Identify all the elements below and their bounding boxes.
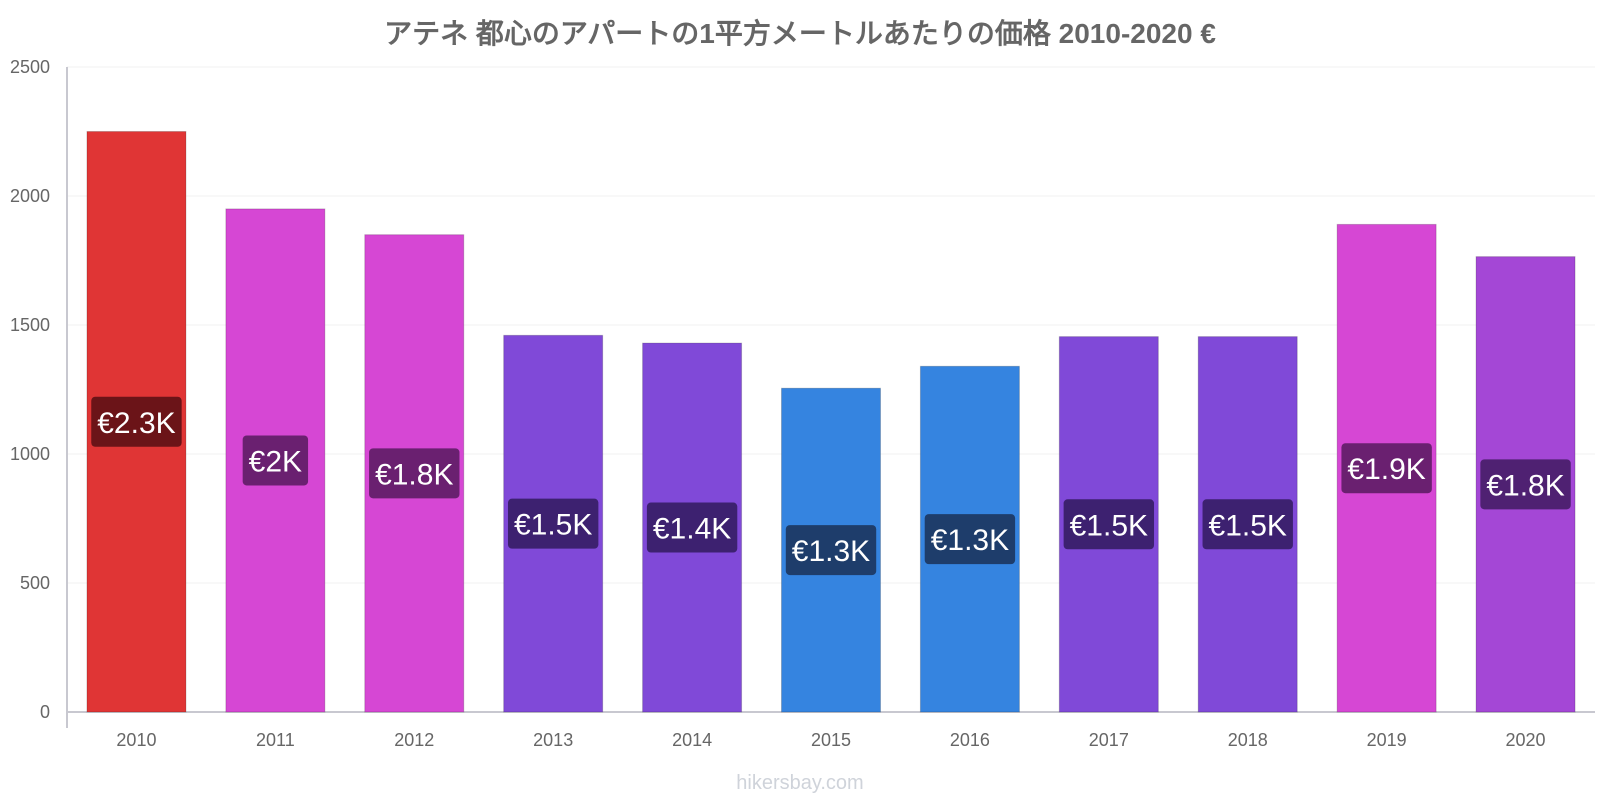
chart-title: アテネ 都心のアパートの1平方メートルあたりの価格 2010-2020 € <box>384 17 1216 49</box>
y-tick-label: 1500 <box>10 315 50 335</box>
data-label: €1.8K <box>1480 459 1571 510</box>
data-label: €1.5K <box>507 498 599 549</box>
y-tick-label: 1000 <box>10 444 50 464</box>
data-label: €1.9K <box>1341 443 1432 494</box>
y-tick-label: 0 <box>40 702 50 722</box>
data-label-box <box>1480 459 1571 510</box>
data-label-text: €2K <box>249 445 302 478</box>
x-tick-label: 2018 <box>1228 730 1268 750</box>
data-label-text: €2.3K <box>97 407 175 440</box>
data-label-text: €1.5K <box>514 509 592 542</box>
data-label: €2.3K <box>91 396 182 447</box>
data-label-box <box>924 514 1016 565</box>
data-label-box <box>91 396 182 447</box>
y-tick-label: 2500 <box>10 57 50 77</box>
x-tick-label: 2015 <box>811 730 851 750</box>
data-label-box <box>1341 443 1432 494</box>
data-label-text: €1.5K <box>1070 509 1148 542</box>
x-tick-label: 2016 <box>950 730 990 750</box>
data-label-box <box>369 448 460 499</box>
data-label-text: €1.8K <box>1486 469 1564 502</box>
data-label-text: €1.8K <box>375 458 453 491</box>
bars <box>86 131 1576 713</box>
y-tick-label: 500 <box>20 573 50 593</box>
data-label: €1.5K <box>1063 499 1155 550</box>
data-label-box <box>1202 499 1293 550</box>
watermark: hikersbay.com <box>736 772 863 794</box>
data-label-box <box>646 502 738 553</box>
data-label: €1.3K <box>785 525 877 576</box>
data-label-text: €1.3K <box>931 524 1009 557</box>
data-label: €1.4K <box>646 502 738 553</box>
data-label: €1.5K <box>1202 499 1293 550</box>
data-label-text: €1.9K <box>1347 453 1425 486</box>
x-tick-label: 2013 <box>533 730 573 750</box>
axes: 0 500 1000 1500 2000 2500 2010 2011 2012 2013 2014… <box>10 57 1595 750</box>
x-tick-label: 2011 <box>256 730 295 750</box>
data-label-box <box>242 435 309 486</box>
data-label-box <box>507 498 599 549</box>
x-tick-label: 2010 <box>116 730 156 750</box>
data-label-text: €1.4K <box>653 513 731 546</box>
data-label-box <box>1063 499 1155 550</box>
x-tick-label: 2014 <box>672 730 712 750</box>
x-tick-label: 2017 <box>1089 730 1129 750</box>
x-tick-label: 2019 <box>1367 730 1407 750</box>
data-label: €1.8K <box>369 448 460 499</box>
y-tick-label: 2000 <box>10 186 50 206</box>
data-label-box <box>785 525 877 576</box>
data-label: €1.3K <box>924 514 1016 565</box>
data-labels: €2.3K €2K €1.8K €1.5K €1.4K €1.3K €1.3K €1.5K €1… <box>91 396 1571 576</box>
data-label-text: €1.3K <box>792 535 870 568</box>
data-label: €2K <box>242 435 309 486</box>
x-tick-label: 2020 <box>1506 730 1546 750</box>
data-label-text: €1.5K <box>1209 509 1287 542</box>
x-tick-label: 2012 <box>394 730 434 750</box>
